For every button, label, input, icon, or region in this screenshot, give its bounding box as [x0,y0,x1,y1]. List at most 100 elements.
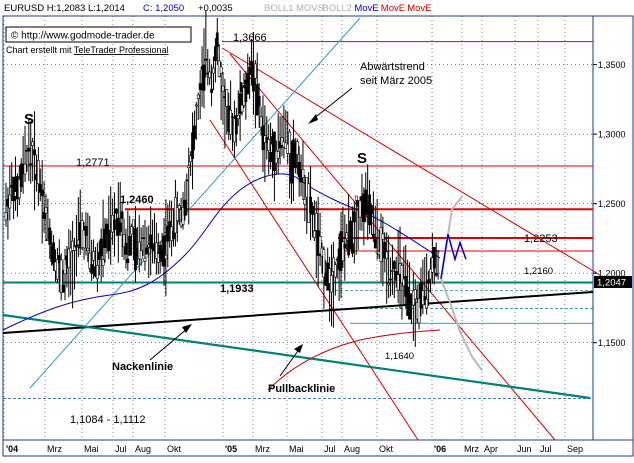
candle-body [194,104,198,107]
candle-body [151,243,154,250]
y-tick-label: 1,3000 [598,130,626,140]
x-tick-label: Mrz [47,444,62,454]
candle-body [120,211,124,219]
close-label: C: 1,2050 [143,3,184,14]
candle-body [347,239,351,256]
x-axis-area [2,439,634,457]
candle-body [139,250,143,260]
trend-layer [2,17,601,441]
candle-body [202,64,206,91]
candle-body [391,270,394,272]
created-with-prefix: Chart erstellt mit [6,45,74,55]
candle-body [312,230,316,238]
neckline-label: Nackenlinie [112,361,173,373]
level-label-11640: 1,1640 [385,351,414,362]
created-with-brand: TeleTrader Professional [74,45,169,55]
pullback-line [2,313,591,400]
candle-body [322,249,326,278]
candle-body [92,251,95,261]
candle-body [86,247,90,251]
candle-body [183,199,187,216]
copyright-box [5,26,192,43]
candle-body [55,259,59,280]
candle-body [48,227,52,245]
candle-body [413,289,417,300]
candle-body [175,207,179,221]
candle-body [240,104,244,113]
y-tick-label: 1,2000 [598,269,626,279]
head-label: K [239,79,250,96]
candle-body [101,259,105,267]
candle-body [432,246,436,269]
candle-body [349,220,352,245]
y-axis-area [592,15,634,441]
candle-body [290,153,293,184]
candle-body [105,223,109,235]
x-tick-label: Okt [379,444,394,454]
candle-body [269,151,272,163]
candle-body [118,222,122,233]
candle-body [215,32,219,48]
x-tick-label: Mai [289,444,304,454]
candle-body [75,245,78,248]
candle-body [389,278,392,281]
change-value: +0,0035 [198,3,233,14]
candle-body [164,254,168,260]
created-with-line: Chart erstellt mit TeleTrader Profession… [6,45,169,55]
pullback-arrow [279,347,301,377]
candle-body [379,226,383,262]
candle-body [99,238,103,257]
x-tick-label: Apr [484,444,498,454]
x-tick-layer: '04 Mrz Mai Jul Aug Okt '05 Mrz Mai Jul Aug Okt '06 M… [6,444,583,454]
candle-body [343,244,347,249]
candle-body [84,226,88,236]
candle-body [8,194,12,209]
pullback-label: Pullbacklinie [268,383,335,395]
candle-body [396,274,400,291]
candle-body [143,257,147,262]
candle-body [373,238,377,249]
candle-body [63,259,67,275]
candle-body [33,149,36,156]
candle-body [354,195,358,201]
level-label-13666: 1,3666 [233,32,267,44]
candle-body [29,163,33,166]
candle-body [341,241,345,262]
candle-body [295,141,299,155]
moving-average-red [267,329,441,391]
x-tick-label: '04 [6,444,18,454]
x-tick-label: Aug [135,444,151,454]
trend-arrow [311,87,353,121]
candle-body [231,116,234,118]
projection-gray-down [440,278,483,372]
shoulder-left-label: S [24,111,34,128]
indicator-4: MovE [381,3,405,14]
neckline-arrow [149,327,189,361]
y-tick-label: 1,3500 [598,60,626,70]
candle-body [208,71,212,79]
candle-body [371,233,375,239]
current-price-label: 1,2047 [597,278,626,289]
copyright-text: © http://www.godmode-trader.de [11,31,155,42]
candle-body [124,242,128,255]
level-label-12160: 1,2160 [524,266,553,277]
candle-body [385,251,389,259]
x-tick-label: '06 [434,444,446,454]
candle-body [82,229,86,249]
neckline-line [2,291,594,334]
level-label-11933: 1,1933 [220,283,254,295]
candle-body [191,132,194,159]
candle-body [318,236,322,255]
candle-layer [4,9,440,348]
indicator-5: MovE [407,3,431,14]
current-price-box [594,276,632,288]
level-label-12460: 1,2460 [120,194,154,206]
candle-body [309,196,312,213]
candle-body [122,234,126,248]
x-tick-label: Jun [517,444,532,454]
projection-layer [440,196,483,372]
candle-body [196,94,200,99]
candle-body [181,207,185,225]
candle-body [113,219,116,230]
candle-body [166,225,170,242]
